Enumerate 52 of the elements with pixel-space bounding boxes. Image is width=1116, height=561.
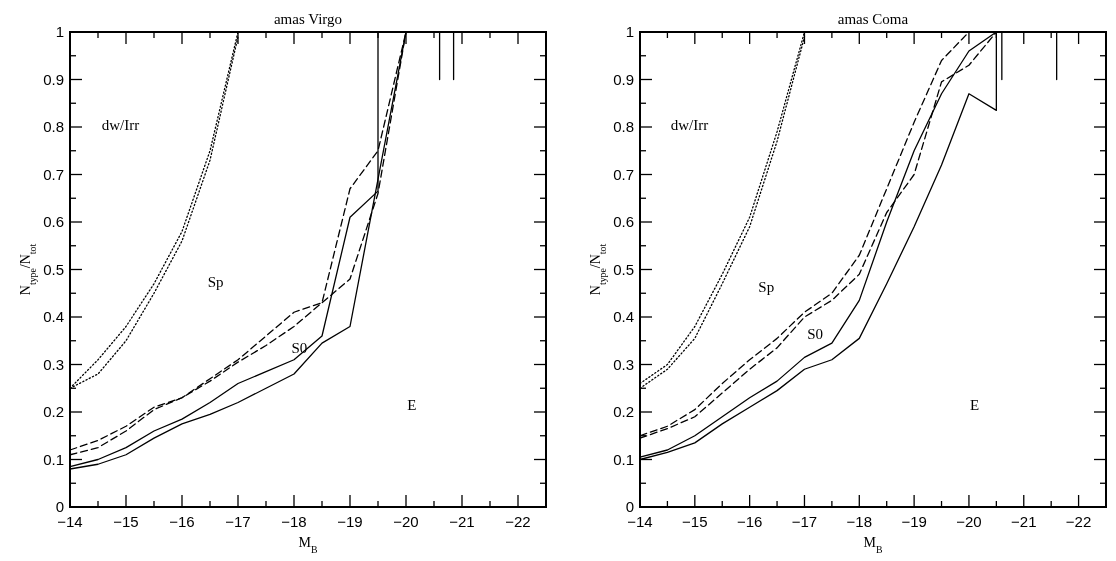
x-tick-label: −18 — [281, 513, 307, 530]
x-tick-label: −20 — [956, 513, 982, 530]
y-tick-label: 0.4 — [613, 308, 634, 325]
y-tick-label: 0.2 — [43, 403, 64, 420]
annotation: S0 — [807, 326, 824, 343]
y-tick-label: 0.8 — [613, 118, 634, 135]
annotation: dw/Irr — [101, 117, 140, 134]
annotation: Sp — [207, 274, 224, 291]
y-tick-label: 1 — [55, 23, 64, 40]
annotation: E — [407, 397, 417, 414]
x-tick-label: −22 — [1065, 513, 1092, 530]
x-tick-label: −15 — [682, 513, 708, 530]
x-tick-label: −19 — [337, 513, 363, 530]
x-axis-title: M$_{B}$ — [298, 535, 318, 555]
y-tick-label: 0 — [55, 498, 64, 515]
annotation: dw/Irr — [670, 117, 709, 134]
y-tick-label: 0.7 — [43, 165, 64, 183]
x-tick-label: −14 — [627, 513, 653, 530]
x-tick-label: −21 — [1011, 513, 1037, 530]
x-tick-label: −22 — [505, 513, 531, 530]
y-tick-label: 0.2 — [613, 403, 634, 420]
annotation: S0 — [291, 340, 308, 357]
x-tick-label: −17 — [791, 513, 818, 530]
y-tick-label: 1 — [625, 23, 634, 40]
x-tick-label: −15 — [113, 513, 139, 530]
x-tick-label: −20 — [393, 513, 419, 530]
x-tick-label: −14 — [57, 513, 83, 530]
y-tick-label: 0.9 — [43, 70, 64, 88]
y-tick-label: 0.3 — [43, 355, 64, 373]
chart-title: amas Coma — [837, 11, 909, 27]
x-tick-label: −16 — [169, 513, 195, 530]
y-tick-label: 0.5 — [43, 260, 64, 278]
y-tick-label: 0 — [625, 498, 634, 515]
annotation: Sp — [758, 278, 775, 295]
x-tick-label: −16 — [736, 513, 763, 530]
x-tick-label: −21 — [449, 513, 475, 530]
y-tick-label: 0.8 — [43, 118, 64, 135]
y-tick-label: 0.6 — [613, 213, 634, 230]
x-tick-label: −19 — [901, 513, 927, 530]
y-tick-label: 0.1 — [43, 450, 64, 468]
annotation: E — [970, 397, 980, 414]
x-tick-label: −18 — [846, 513, 873, 530]
y-tick-label: 0.3 — [613, 355, 634, 373]
y-tick-label: 0.4 — [43, 308, 64, 325]
y-tick-label: 0.6 — [43, 213, 64, 230]
y-tick-label: 0.7 — [613, 165, 634, 183]
x-axis-title: M$_{B}$ — [863, 535, 883, 555]
y-tick-label: 0.5 — [613, 260, 634, 278]
chart-title: amas Virgo — [273, 11, 343, 27]
y-tick-label: 0.9 — [613, 70, 634, 88]
x-tick-label: −17 — [225, 513, 251, 530]
y-tick-label: 0.1 — [613, 450, 634, 468]
